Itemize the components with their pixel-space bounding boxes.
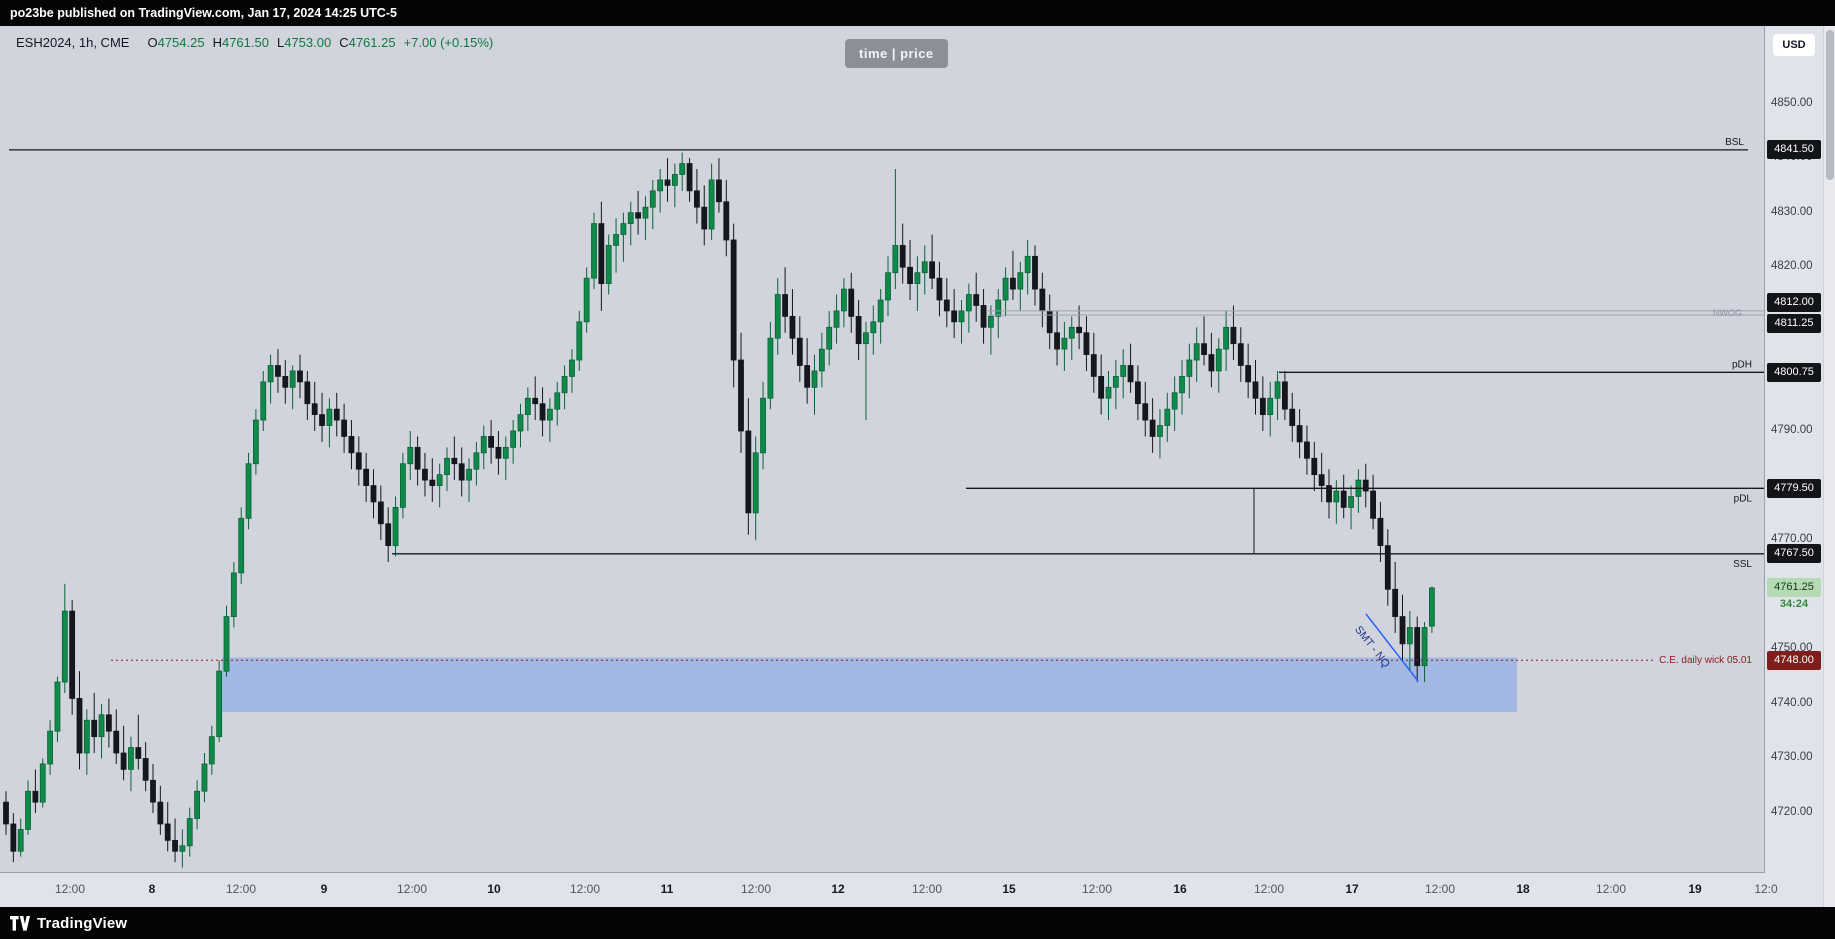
- time-tick-day: 10: [487, 882, 501, 896]
- symbol-ohlc-header[interactable]: ESH2024, 1h, CME O4754.25 H4761.50 L4753.00…: [16, 35, 493, 50]
- price-label-badge: 4779.50: [1767, 478, 1821, 498]
- time-tick-hour: 12:00: [1253, 882, 1285, 896]
- price-tick: 4730.00: [1771, 751, 1813, 764]
- time-tick-hour: 12:00: [54, 882, 86, 896]
- ohlc-close-value: 4761.25: [348, 35, 396, 50]
- axis-separator-vertical: [1764, 26, 1765, 907]
- time-tick-hour: 12:00: [740, 882, 772, 896]
- price-label-badge: 4812.00: [1767, 293, 1821, 313]
- time-axis[interactable]: 12:00 8 12:00 9 12:00 10 12:00 11 12:00 12 12:00 15…: [0, 873, 1823, 907]
- footer-bar: TradingView: [0, 907, 1835, 939]
- price-tick: 4740.00: [1771, 696, 1813, 709]
- ohlc-open-label: O: [147, 35, 158, 50]
- time-tick-hour: 12:00: [911, 882, 943, 896]
- bar-countdown: 34:24: [1779, 598, 1809, 611]
- ohlc-high-value: 4761.50: [221, 35, 269, 50]
- ohlc-open-value: 4754.25: [157, 35, 205, 50]
- price-tick: 4790.00: [1771, 423, 1813, 436]
- level-label: SSL: [1733, 559, 1752, 570]
- ohlc-low-label: L: [276, 35, 285, 50]
- smt-trendline[interactable]: [1365, 613, 1419, 682]
- demand-zone[interactable]: [222, 657, 1517, 713]
- time-tick-hour: 12:00: [1595, 882, 1627, 896]
- level-label: C.E. daily wick 05.01: [1659, 655, 1752, 666]
- level-label: pDL: [1734, 493, 1753, 504]
- time-tick-day: 9: [320, 882, 328, 896]
- price-label-badge: 4761.25: [1767, 578, 1821, 598]
- level-label: pDH: [1732, 359, 1752, 370]
- price-tick: 4770.00: [1771, 533, 1813, 546]
- price-tick: 4720.00: [1771, 806, 1813, 819]
- price-label-badge: 4811.25: [1767, 313, 1821, 333]
- ohlc-close-label: C: [339, 35, 349, 50]
- price-label-badge: 4841.50: [1767, 140, 1821, 160]
- tradingview-logo[interactable]: TradingView: [10, 915, 127, 932]
- price-label-badge: 4748.00: [1767, 650, 1821, 670]
- time-tick-day: 8: [148, 882, 156, 896]
- tradingview-logo-icon: [10, 915, 30, 931]
- price-axis[interactable]: USD 4850.004840.004830.004820.004790.004…: [1765, 26, 1823, 907]
- price-label-badge: 4800.75: [1767, 362, 1821, 382]
- time-tick-day: 16: [1173, 882, 1187, 896]
- time-tick-day: 19: [1688, 882, 1702, 896]
- time-tick-day: 15: [1002, 882, 1016, 896]
- price-tick: 4830.00: [1771, 205, 1813, 218]
- time-tick-hour: 12:00: [1424, 882, 1456, 896]
- price-tick: 4850.00: [1771, 96, 1813, 109]
- tradingview-wordmark: TradingView: [37, 914, 128, 932]
- time-tick-hour: 12:00: [1081, 882, 1113, 896]
- axis-separator-horizontal: [0, 872, 1823, 873]
- ohlc-low-value: 4753.00: [284, 35, 332, 50]
- price-tick: 4820.00: [1771, 260, 1813, 273]
- time-tick-hour: 12:00: [225, 882, 257, 896]
- price-label-badge: 4767.50: [1767, 544, 1821, 564]
- time-tick-day: 18: [1516, 882, 1530, 896]
- publisher-username: po23be: [10, 6, 54, 20]
- level-label: NWOG: [1713, 308, 1742, 318]
- time-tick-hour: 12:00: [396, 882, 428, 896]
- time-tick-day: 11: [660, 882, 674, 896]
- publish-banner: po23be published on TradingView.com, Jan…: [0, 0, 1835, 26]
- symbol-title: ESH2024, 1h, CME: [16, 35, 130, 50]
- time-tick-hour: 12:00: [569, 882, 601, 896]
- chart-region: BSL NWOG pDH pDL SSL C.E. daily wick 05.01 SMT…: [0, 26, 1835, 907]
- chart-plot-area[interactable]: BSL NWOG pDH pDL SSL C.E. daily wick 05.01 SMT…: [0, 26, 1764, 872]
- scrollbar-thumb[interactable]: [1826, 30, 1834, 180]
- time-price-watermark: time | price: [845, 39, 948, 68]
- time-tick-hour: 12:0: [1754, 882, 1778, 896]
- level-label: BSL: [1725, 137, 1744, 148]
- time-tick-day: 17: [1345, 882, 1359, 896]
- ohlc-high-label: H: [212, 35, 222, 50]
- currency-badge: USD: [1773, 34, 1815, 56]
- publish-banner-text: published on TradingView.com, Jan 17, 20…: [53, 6, 397, 20]
- time-tick-day: 12: [831, 882, 845, 896]
- scrollbar[interactable]: [1823, 26, 1835, 907]
- price-change: +7.00 (+0.15%): [403, 35, 494, 50]
